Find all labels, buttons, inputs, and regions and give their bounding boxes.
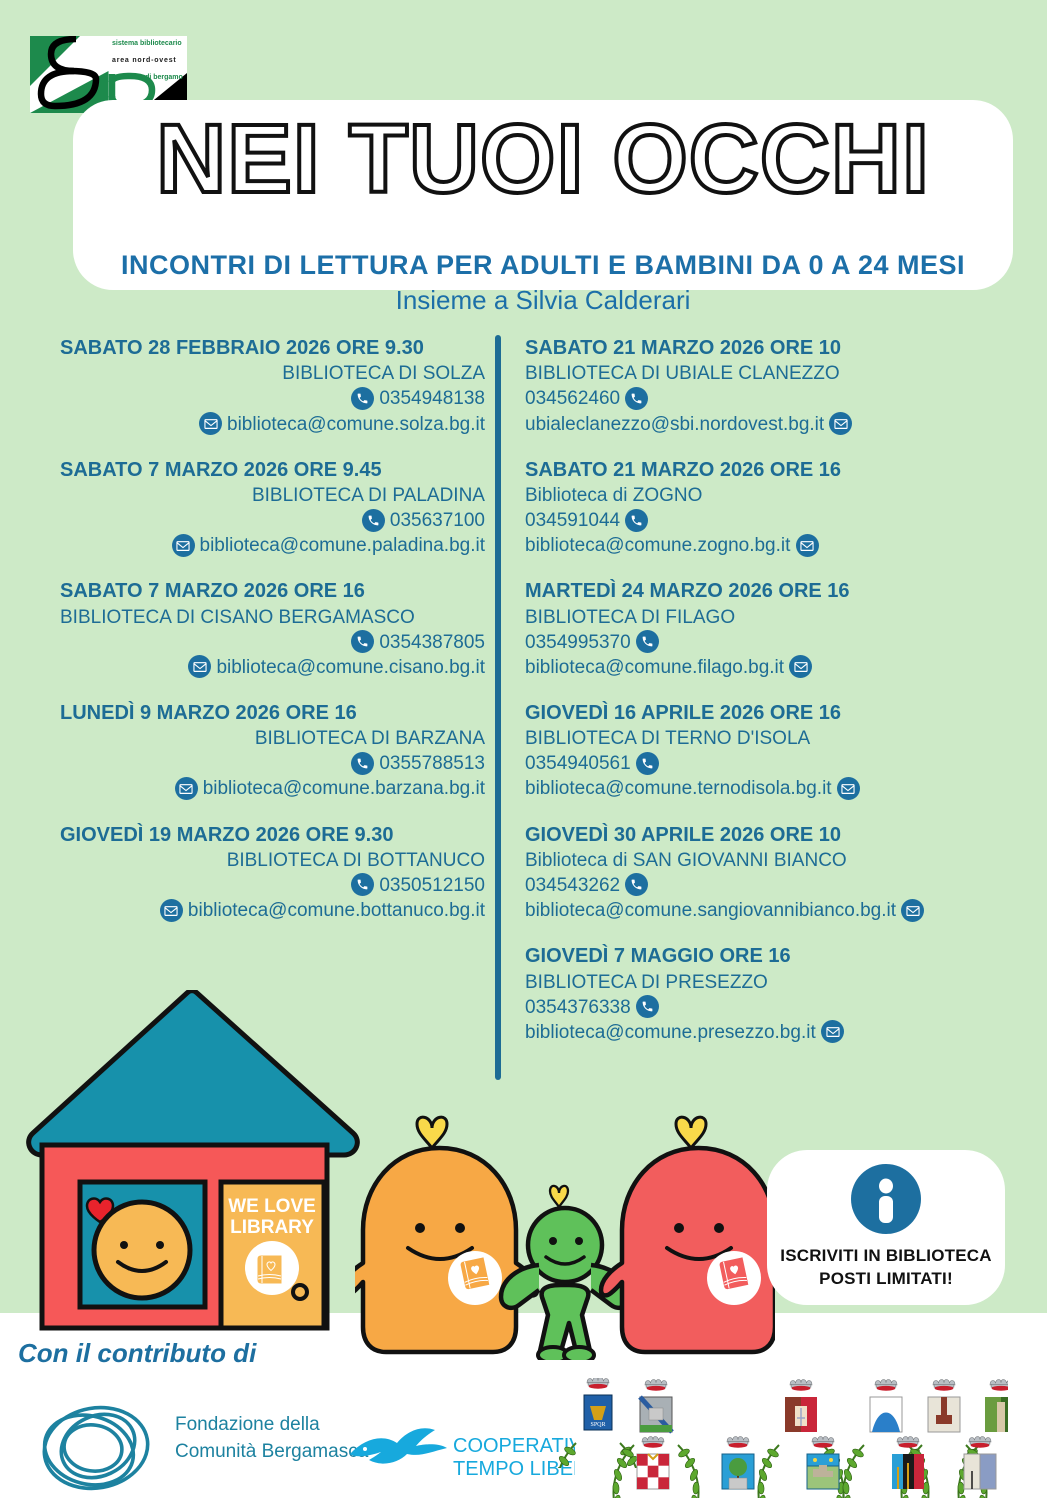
svg-text:COOPERATIVA: COOPERATIVA	[453, 1435, 575, 1457]
svg-text:LIBRARY: LIBRARY	[230, 1217, 314, 1238]
svg-text:WE LOVE: WE LOVE	[228, 1196, 316, 1217]
svg-text:TEMPO LIBERO: TEMPO LIBERO	[453, 1458, 575, 1480]
